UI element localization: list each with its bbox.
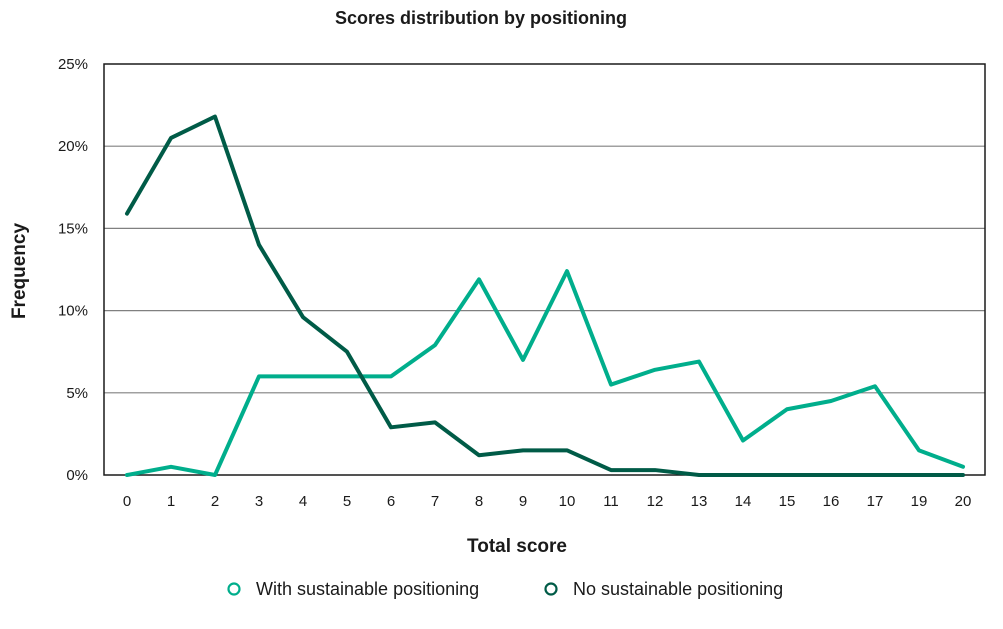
x-tick-label: 0 — [123, 493, 131, 510]
y-tick-label: 10% — [58, 303, 88, 320]
series-lines — [125, 114, 965, 477]
plot-area-frame — [103, 63, 986, 476]
legend-label: With sustainable positioning — [256, 579, 479, 599]
x-tick-label: 2 — [211, 493, 219, 510]
x-tick-label: 14 — [735, 493, 752, 510]
chart-title: Scores distribution by positioning — [335, 8, 627, 28]
gridlines — [104, 145, 985, 394]
legend-marker — [227, 582, 241, 596]
x-tick-label: 17 — [867, 493, 884, 510]
x-tick-label: 13 — [691, 493, 708, 510]
y-axis-label: Frequency — [9, 223, 30, 320]
y-tick-label: 20% — [58, 138, 88, 155]
legend: With sustainable positioning No sustainab… — [227, 579, 783, 599]
x-tick-label: 8 — [475, 493, 483, 510]
x-tick-label: 1 — [167, 493, 175, 510]
x-tick-label: 16 — [823, 493, 840, 510]
x-tick-label: 7 — [431, 493, 439, 510]
legend-label: No sustainable positioning — [573, 579, 783, 599]
x-tick-label: 9 — [519, 493, 527, 510]
series-no-sustainable-positioning — [125, 114, 965, 477]
x-tick-label: 12 — [647, 493, 664, 510]
y-tick-label: 0% — [66, 467, 88, 484]
x-tick-label: 19 — [911, 493, 928, 510]
x-tick-label: 4 — [299, 493, 307, 510]
y-tick-label: 15% — [58, 220, 88, 237]
y-tick-label: 5% — [66, 385, 88, 402]
series-line-no-sustainable-positioning — [125, 114, 965, 477]
x-tick-label: 15 — [779, 493, 796, 510]
x-tick-label: 11 — [603, 493, 619, 510]
legend-marker — [544, 582, 558, 596]
legend-item: No sustainable positioning — [544, 579, 783, 599]
y-axis-ticks: 0% 5% 10% 15% 20% 25% — [58, 56, 88, 484]
x-tick-label: 6 — [387, 493, 395, 510]
x-tick-label: 5 — [343, 493, 351, 510]
x-axis-label: Total score — [467, 536, 567, 557]
y-tick-label: 25% — [58, 56, 88, 73]
legend-item: With sustainable positioning — [227, 579, 479, 599]
x-tick-label: 20 — [955, 493, 972, 510]
x-tick-label: 3 — [255, 493, 263, 510]
series-line-with-sustainable-positioning — [125, 269, 965, 477]
x-axis-ticks: 0 1 2 3 4 5 6 7 8 9 10 11 12 13 14 15 16 17 19 20 — [123, 493, 972, 510]
series-with-sustainable-positioning — [125, 269, 965, 477]
x-tick-label: 10 — [559, 493, 576, 510]
